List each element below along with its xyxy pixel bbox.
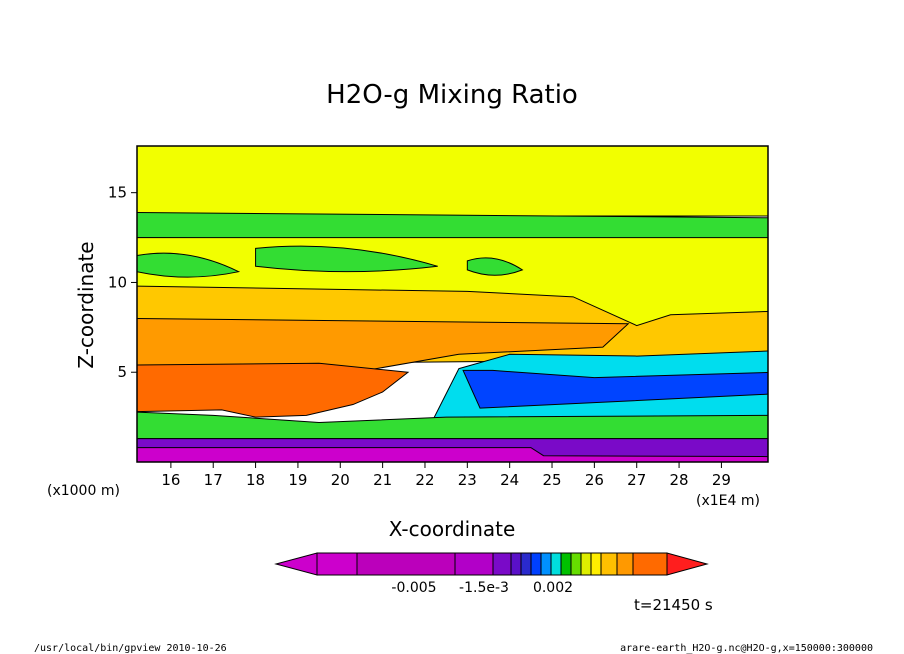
contour-region-blue-east [462, 369, 768, 409]
y-axis: 5 10 15 [108, 184, 137, 381]
colorbar-swatch [616, 552, 634, 576]
colorbar-swatch [580, 552, 592, 576]
x-tick-label: 28 [670, 471, 689, 489]
x-tick-label: 22 [415, 471, 434, 489]
x-tick-label: 27 [627, 471, 646, 489]
x-tick-label: 20 [331, 471, 350, 489]
x-unit-left: (x1000 m) [47, 483, 120, 499]
footer-right: arare-earth_H2O-g.nc@H2O-g,x=150000:3000… [620, 643, 873, 654]
footer-left: /usr/local/bin/gpview 2010-10-26 [34, 643, 227, 654]
colorbar-swatch [560, 552, 572, 576]
x-tick-label: 17 [204, 471, 223, 489]
time-label: t=21450 s [634, 596, 713, 614]
colorbar-swatch [316, 552, 358, 576]
colorbar-swatch [454, 552, 494, 576]
x-tick-label: 24 [500, 471, 519, 489]
colorbar-swatch [550, 552, 562, 576]
x-tick-label: 29 [712, 471, 731, 489]
x-tick-label: 26 [585, 471, 604, 489]
colorbar-swatch [632, 552, 668, 576]
colorbar-swatch [530, 552, 542, 576]
colorbar-swatch [520, 552, 532, 576]
colorbar-swatch [356, 552, 456, 576]
y-tick-label: 15 [108, 184, 127, 202]
plot-frame [136, 145, 769, 463]
x-tick-label: 19 [288, 471, 307, 489]
colorbar-swatch [492, 552, 512, 576]
x-tick-label: 21 [373, 471, 392, 489]
plot-area [136, 145, 769, 463]
colorbar-tick-label: 0.002 [533, 580, 573, 596]
contour-fields [137, 146, 768, 462]
x-tick-label: 18 [246, 471, 265, 489]
contour-region-surface-magenta [137, 447, 768, 462]
colorbar-swatch [570, 552, 582, 576]
y-axis-label: Z-coordinate [74, 241, 98, 368]
x-axis: 16 17 18 19 20 21 22 23 24 25 26 27 28 29 [161, 462, 731, 489]
contour-region-upper-dry [137, 146, 768, 217]
colorbar-swatch [600, 552, 618, 576]
colorbar-swatch [590, 552, 602, 576]
x-tick-label: 23 [458, 471, 477, 489]
x-tick-label: 16 [161, 471, 180, 489]
contour-region-moist-blob [137, 252, 241, 278]
colorbar-swatch [510, 552, 522, 576]
contour-region-red-orange [137, 362, 410, 418]
colorbar-low-extend [274, 552, 318, 576]
x-tick-label: 25 [542, 471, 561, 489]
x-axis-label: X-coordinate [389, 517, 516, 541]
y-tick-label: 10 [108, 273, 127, 291]
colorbar-tick-label: -1.5e-3 [459, 580, 509, 596]
contour-region-moist-blob [466, 257, 524, 276]
chart-title: H2O-g Mixing Ratio [326, 80, 578, 110]
contour-region-moist-blob [255, 245, 438, 273]
colorbar-swatch [540, 552, 552, 576]
colorbar [274, 552, 709, 576]
colorbar-high-extend [666, 552, 709, 576]
contour-region-moist-band [137, 212, 768, 242]
colorbar-tick-label: -0.005 [391, 580, 436, 596]
x-unit-right: (x1E4 m) [696, 493, 760, 509]
y-tick-label: 5 [117, 363, 127, 381]
